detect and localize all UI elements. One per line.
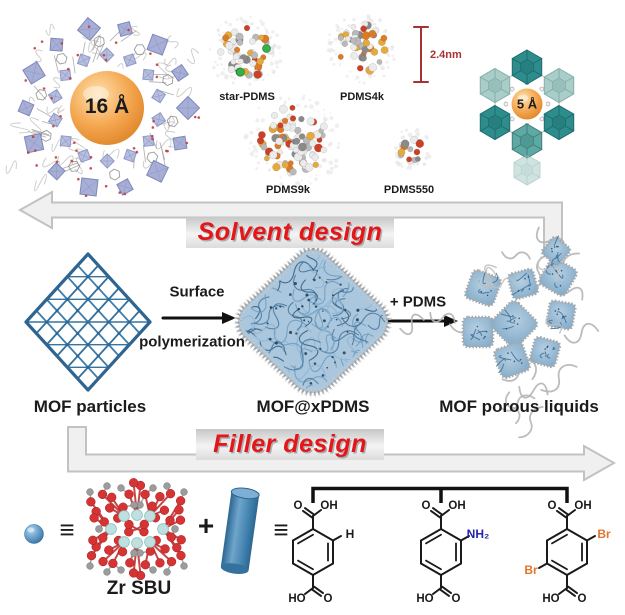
svg-text:O: O bbox=[548, 500, 557, 512]
svg-text:O: O bbox=[452, 593, 461, 605]
surface-label: Surface bbox=[169, 283, 225, 301]
mof-node-sphere bbox=[24, 524, 44, 544]
scale-bar bbox=[413, 26, 429, 83]
svg-text:Br: Br bbox=[524, 563, 538, 577]
polymerization-label: polymerization bbox=[139, 333, 245, 351]
solvent-blob-star-pdms bbox=[209, 15, 283, 86]
svg-text:O: O bbox=[578, 593, 587, 605]
filler-design-title: Filler design bbox=[213, 430, 367, 458]
solvent-blob-pdms9k bbox=[243, 94, 340, 190]
svg-text:O: O bbox=[422, 500, 431, 512]
mof-5-pore-structure bbox=[479, 49, 575, 186]
linker-molecule-3: O OH O HO Br Br bbox=[524, 500, 611, 605]
plus-pdms-label: + PDMS bbox=[389, 293, 447, 311]
mof-xpdms-particle bbox=[233, 244, 393, 398]
svg-text:O: O bbox=[324, 593, 333, 605]
linker-molecule-2: O OH O HO NH₂ bbox=[416, 500, 489, 605]
equivalence-symbol-2: ≡ bbox=[273, 514, 289, 545]
svg-text:H: H bbox=[346, 527, 355, 541]
pore-size-16-label: 16 Å bbox=[84, 95, 130, 118]
zr-sbu-cluster bbox=[86, 478, 188, 581]
pore-size-5-label: 5 Å bbox=[516, 96, 538, 112]
mof-xpdms-label: MOF@xPDMS bbox=[256, 397, 370, 416]
svg-text:OH: OH bbox=[320, 500, 337, 512]
mof-porous-liquids bbox=[399, 226, 600, 439]
solvent-blob-pdms4k bbox=[326, 14, 396, 85]
svg-text:HO: HO bbox=[542, 593, 559, 605]
mof-16-pore-structure bbox=[5, 16, 201, 198]
svg-text:NH₂: NH₂ bbox=[467, 527, 490, 541]
filler-design-banner: Filler design bbox=[196, 429, 384, 460]
svg-text:HO: HO bbox=[288, 593, 305, 605]
filler-design-arrow bbox=[67, 426, 617, 482]
linker-cylinder bbox=[220, 487, 260, 574]
svg-text:OH: OH bbox=[448, 500, 465, 512]
solvent-name-pdms550: PDMS550 bbox=[383, 184, 435, 196]
mof-particles-label: MOF particles bbox=[33, 397, 147, 416]
svg-text:Br: Br bbox=[597, 527, 611, 541]
mof-particle-octahedron bbox=[24, 252, 152, 392]
solvent-design-banner: Solvent design bbox=[186, 217, 394, 248]
zr-sbu-label: Zr SBU bbox=[106, 578, 172, 599]
solvent-name-pdms9k: PDMS9k bbox=[265, 184, 311, 196]
solvent-blob-pdms550 bbox=[393, 127, 432, 170]
mof-porous-liquids-label: MOF porous liquids bbox=[439, 397, 599, 416]
solvent-design-title: Solvent design bbox=[197, 218, 383, 246]
svg-text:OH: OH bbox=[574, 500, 591, 512]
svg-text:HO: HO bbox=[416, 593, 433, 605]
equivalence-symbol-1: ≡ bbox=[59, 514, 75, 545]
solvent-name-star-pdms: star-PDMS bbox=[219, 91, 275, 103]
scale-bar-label: 2.4nm bbox=[430, 49, 462, 61]
solvent-name-pdms4k: PDMS4k bbox=[339, 91, 385, 103]
linker-bracket bbox=[311, 486, 569, 503]
svg-text:O: O bbox=[294, 500, 303, 512]
plus-symbol: + bbox=[197, 510, 215, 541]
